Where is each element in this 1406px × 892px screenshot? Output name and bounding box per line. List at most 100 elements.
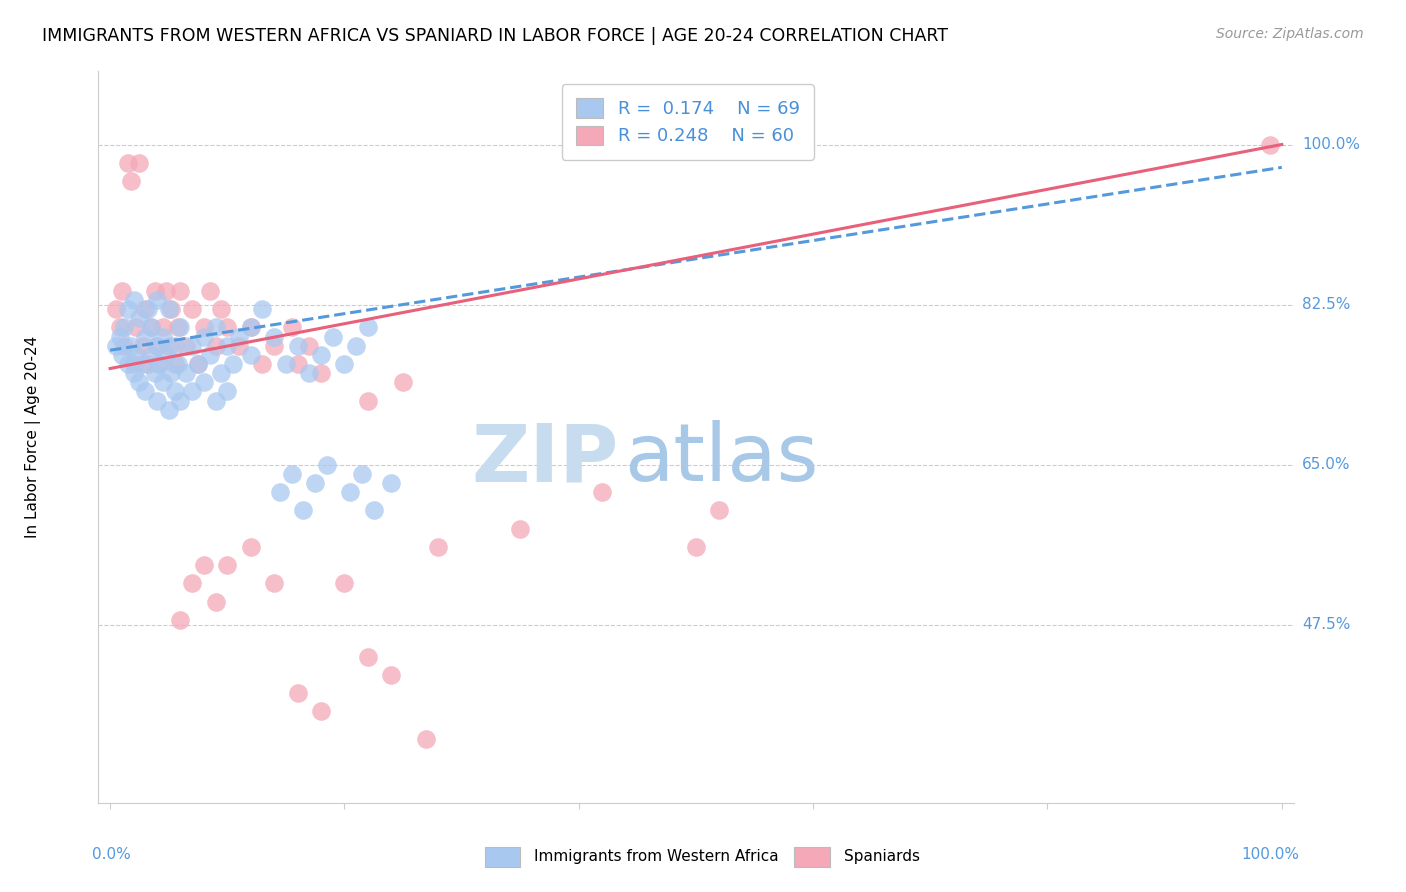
Point	[122, 366, 145, 380]
Point	[134, 329, 156, 343]
Point	[120, 174, 142, 188]
Point	[263, 329, 285, 343]
Point	[316, 458, 339, 472]
Point	[167, 320, 190, 334]
Point	[239, 540, 262, 554]
Point	[239, 320, 262, 334]
Point	[148, 357, 170, 371]
Point	[274, 357, 297, 371]
Point	[169, 613, 191, 627]
Point	[167, 357, 190, 371]
Point	[357, 320, 380, 334]
Point	[181, 338, 204, 352]
Point	[169, 320, 191, 334]
Point	[163, 338, 186, 352]
Point	[132, 338, 155, 352]
Point	[134, 301, 156, 317]
Point	[204, 393, 226, 408]
Point	[163, 384, 186, 399]
Point	[204, 320, 226, 334]
Point	[163, 357, 186, 371]
Point	[187, 357, 209, 371]
Point	[217, 338, 239, 352]
Point	[298, 366, 321, 380]
Text: 100.0%: 100.0%	[1241, 847, 1299, 862]
Point	[152, 376, 174, 390]
Point	[112, 338, 135, 352]
Point	[122, 293, 145, 307]
Point	[298, 338, 321, 352]
Point	[117, 155, 139, 169]
Text: Source: ZipAtlas.com: Source: ZipAtlas.com	[1216, 27, 1364, 41]
Point	[709, 503, 731, 517]
Point	[339, 485, 361, 500]
Point	[125, 320, 148, 334]
Point	[292, 503, 315, 517]
Point	[228, 338, 250, 352]
Point	[392, 376, 415, 390]
Point	[136, 357, 159, 371]
Point	[193, 376, 215, 390]
Point	[141, 320, 163, 334]
Point	[155, 348, 177, 362]
Point	[363, 503, 385, 517]
Point	[152, 320, 174, 334]
Point	[211, 366, 233, 380]
Text: 47.5%: 47.5%	[1302, 617, 1350, 632]
Point	[304, 475, 326, 490]
Point	[204, 594, 226, 608]
Point	[222, 357, 245, 371]
Point	[128, 311, 150, 326]
Point	[146, 293, 169, 307]
Point	[287, 357, 309, 371]
Point	[120, 338, 142, 352]
Point	[136, 301, 159, 317]
Point	[217, 320, 239, 334]
Text: 0.0%: 0.0%	[93, 847, 131, 862]
Point	[415, 731, 437, 746]
Point	[309, 705, 332, 719]
Point	[132, 357, 155, 371]
Point	[105, 338, 128, 352]
Point	[204, 338, 226, 352]
Point	[128, 376, 150, 390]
Point	[125, 348, 148, 362]
Point	[193, 320, 215, 334]
Point	[157, 338, 180, 352]
Point	[287, 686, 309, 700]
Point	[352, 467, 374, 481]
Point	[111, 348, 134, 362]
Text: 65.0%: 65.0%	[1302, 457, 1350, 472]
Text: IMMIGRANTS FROM WESTERN AFRICA VS SPANIARD IN LABOR FORCE | AGE 20-24 CORRELATIO: IMMIGRANTS FROM WESTERN AFRICA VS SPANIA…	[42, 27, 948, 45]
Point	[198, 348, 221, 362]
Point	[281, 320, 304, 334]
Point	[309, 348, 332, 362]
Point	[143, 366, 166, 380]
Point	[134, 384, 156, 399]
Point	[193, 558, 215, 573]
Point	[198, 284, 221, 298]
Point	[141, 348, 163, 362]
Point	[155, 284, 177, 298]
Point	[211, 301, 233, 317]
Point	[193, 329, 215, 343]
Point	[105, 301, 128, 317]
Point	[181, 384, 204, 399]
Point	[509, 521, 531, 535]
Point	[685, 540, 707, 554]
Point	[269, 485, 291, 500]
Point	[122, 357, 145, 371]
Point	[111, 284, 134, 298]
Point	[108, 320, 131, 334]
Point	[169, 284, 191, 298]
Point	[169, 393, 191, 408]
Point	[148, 357, 170, 371]
Legend: R =  0.174    N = 69, R = 0.248    N = 60: R = 0.174 N = 69, R = 0.248 N = 60	[561, 84, 814, 160]
Point	[128, 155, 150, 169]
Text: 100.0%: 100.0%	[1302, 137, 1360, 152]
Point	[380, 475, 402, 490]
Point	[287, 338, 309, 352]
Text: atlas: atlas	[624, 420, 818, 498]
Point	[228, 329, 250, 343]
Point	[146, 338, 169, 352]
